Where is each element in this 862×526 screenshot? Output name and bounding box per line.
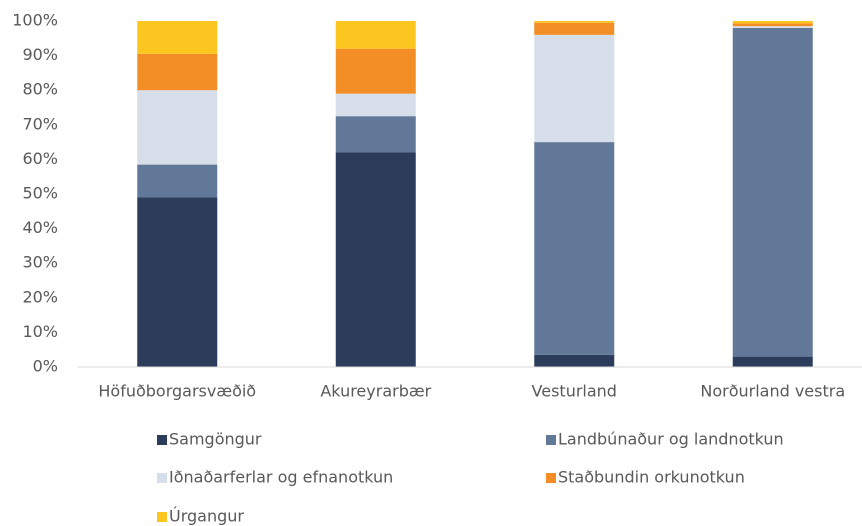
legend-swatch bbox=[157, 512, 167, 522]
y-tick-label: 90% bbox=[22, 45, 58, 64]
bar-segment bbox=[335, 93, 416, 117]
y-tick-label: 30% bbox=[22, 253, 58, 272]
legend-swatch bbox=[546, 473, 556, 483]
bar-segment bbox=[137, 197, 218, 367]
y-tick-label: 60% bbox=[22, 149, 58, 168]
legend-swatch bbox=[157, 473, 167, 483]
bar-segment bbox=[534, 34, 615, 143]
x-tick-label: Norðurland vestra bbox=[700, 382, 845, 401]
bar-segment bbox=[732, 23, 813, 27]
bar-segment bbox=[732, 21, 813, 24]
legend-label: Samgöngur bbox=[169, 430, 262, 449]
legend-label: Landbúnaður og landnotkun bbox=[558, 430, 784, 449]
bar-segment bbox=[732, 26, 813, 28]
y-tick-label: 20% bbox=[22, 287, 58, 306]
bar-segment bbox=[534, 21, 615, 23]
bar-segment bbox=[534, 142, 615, 355]
bar-segment bbox=[335, 48, 416, 94]
x-tick-label: Akureyrarbær bbox=[320, 382, 431, 401]
y-tick-label: 100% bbox=[12, 11, 58, 30]
x-tick-label: Vesturland bbox=[532, 382, 617, 401]
legend-swatch bbox=[546, 435, 556, 445]
bar-segment bbox=[335, 116, 416, 153]
y-tick-label: 70% bbox=[22, 114, 58, 133]
bar-segment bbox=[137, 90, 218, 165]
legend-label: Staðbundin orkunotkun bbox=[558, 468, 745, 487]
bar-segment bbox=[732, 356, 813, 367]
y-tick-label: 40% bbox=[22, 218, 58, 237]
y-tick-label: 0% bbox=[33, 357, 58, 376]
legend-swatch bbox=[157, 435, 167, 445]
bar-segment bbox=[137, 53, 218, 91]
bar-segment bbox=[534, 354, 615, 367]
x-tick-label: Höfuðborgarsvæðið bbox=[98, 382, 256, 401]
legend-label: Úrgangur bbox=[169, 507, 244, 526]
y-tick-label: 80% bbox=[22, 80, 58, 99]
bar-segment bbox=[335, 152, 416, 367]
y-tick-label: 10% bbox=[22, 322, 58, 341]
bar-segment bbox=[335, 21, 416, 49]
bar-segment bbox=[137, 21, 218, 54]
bar-segment bbox=[732, 27, 813, 357]
y-tick-label: 50% bbox=[22, 184, 58, 203]
bar-segment bbox=[534, 22, 615, 35]
legend-label: Iðnaðarferlar og efnanotkun bbox=[169, 468, 393, 487]
bar-segment bbox=[137, 164, 218, 198]
